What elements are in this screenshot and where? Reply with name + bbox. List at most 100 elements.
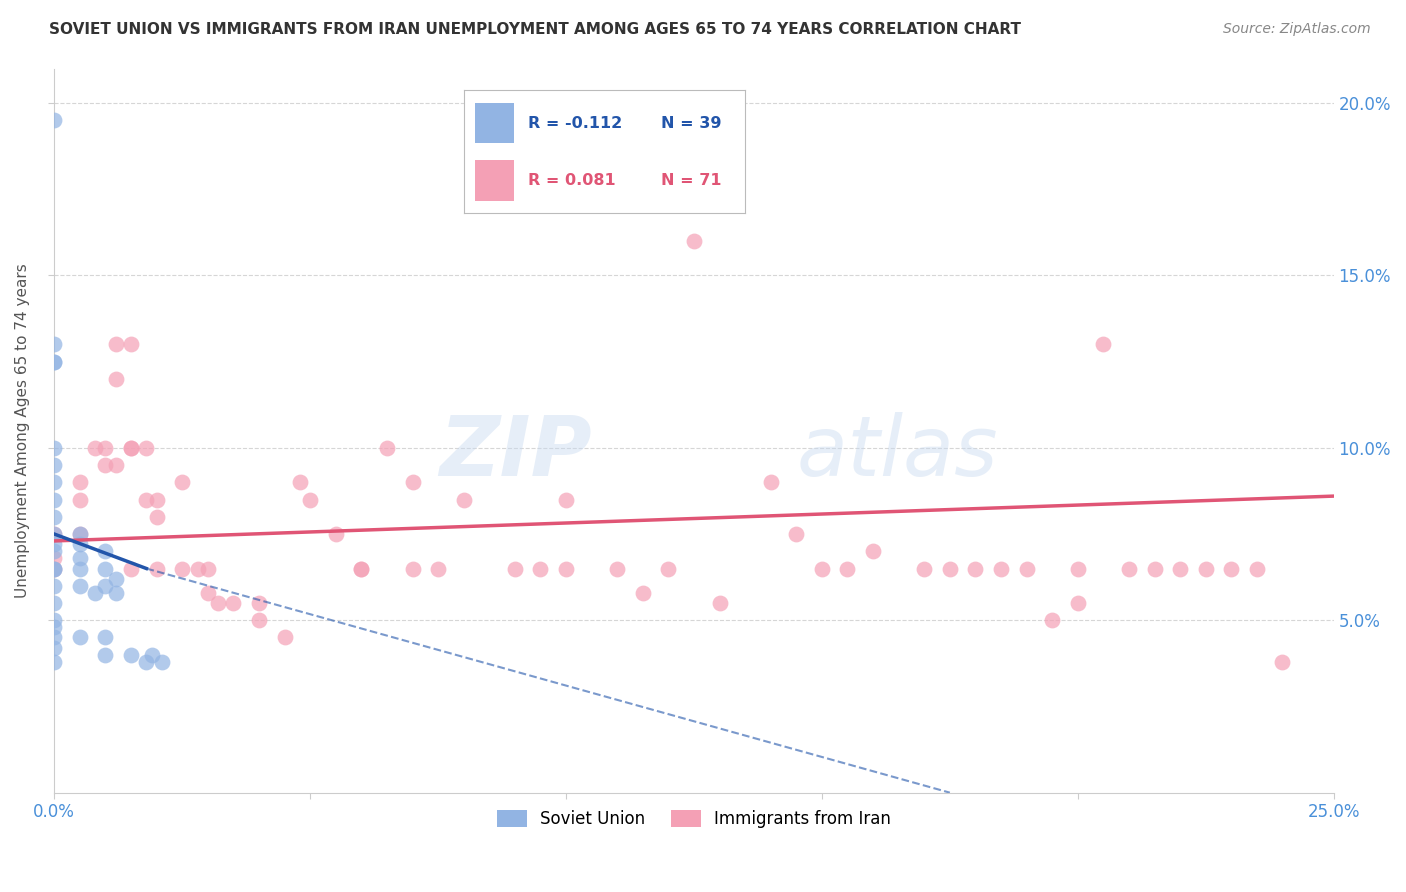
Point bbox=[69, 579, 91, 593]
Point bbox=[187, 561, 209, 575]
Point bbox=[120, 337, 142, 351]
Point bbox=[44, 113, 66, 128]
Point bbox=[222, 596, 245, 610]
Point bbox=[197, 585, 219, 599]
Point bbox=[44, 561, 66, 575]
Point bbox=[172, 475, 194, 490]
Point bbox=[150, 655, 173, 669]
Point bbox=[44, 354, 66, 368]
Point bbox=[44, 492, 66, 507]
Point bbox=[44, 337, 66, 351]
Point bbox=[939, 561, 962, 575]
Point bbox=[120, 441, 142, 455]
Point bbox=[94, 631, 117, 645]
Point bbox=[69, 537, 91, 551]
Point bbox=[350, 561, 373, 575]
Point bbox=[44, 579, 66, 593]
Point bbox=[401, 561, 423, 575]
Point bbox=[453, 492, 475, 507]
Point bbox=[837, 561, 859, 575]
Point bbox=[94, 561, 117, 575]
Point bbox=[44, 537, 66, 551]
Point bbox=[94, 458, 117, 472]
Point bbox=[1118, 561, 1140, 575]
Point bbox=[104, 572, 127, 586]
Text: SOVIET UNION VS IMMIGRANTS FROM IRAN UNEMPLOYMENT AMONG AGES 65 TO 74 YEARS CORR: SOVIET UNION VS IMMIGRANTS FROM IRAN UNE… bbox=[49, 22, 1021, 37]
Point bbox=[104, 337, 127, 351]
Point bbox=[145, 509, 167, 524]
Point bbox=[785, 527, 807, 541]
Point bbox=[44, 354, 66, 368]
Point bbox=[44, 640, 66, 655]
Point bbox=[135, 655, 157, 669]
Point bbox=[657, 561, 679, 575]
Point bbox=[1067, 561, 1090, 575]
Point bbox=[273, 631, 295, 645]
Point bbox=[247, 596, 270, 610]
Point bbox=[683, 234, 706, 248]
Point bbox=[1271, 655, 1294, 669]
Point bbox=[1067, 596, 1090, 610]
Point bbox=[120, 441, 142, 455]
Point bbox=[94, 579, 117, 593]
Point bbox=[104, 372, 127, 386]
Point bbox=[44, 441, 66, 455]
Y-axis label: Unemployment Among Ages 65 to 74 years: Unemployment Among Ages 65 to 74 years bbox=[15, 263, 30, 598]
Point bbox=[135, 492, 157, 507]
Point bbox=[401, 475, 423, 490]
Point bbox=[104, 585, 127, 599]
Point bbox=[94, 544, 117, 558]
Point bbox=[120, 561, 142, 575]
Point bbox=[555, 561, 578, 575]
Point bbox=[1246, 561, 1268, 575]
Point bbox=[247, 613, 270, 627]
Point bbox=[427, 561, 450, 575]
Point bbox=[141, 648, 163, 662]
Text: ZIP: ZIP bbox=[439, 412, 592, 492]
Point bbox=[44, 655, 66, 669]
Point bbox=[44, 509, 66, 524]
Point bbox=[288, 475, 311, 490]
Point bbox=[44, 527, 66, 541]
Point bbox=[44, 551, 66, 566]
Point bbox=[84, 585, 107, 599]
Point bbox=[862, 544, 884, 558]
Point bbox=[84, 441, 107, 455]
Point bbox=[44, 561, 66, 575]
Point bbox=[1195, 561, 1218, 575]
Point bbox=[69, 551, 91, 566]
Point bbox=[104, 458, 127, 472]
Point bbox=[1040, 613, 1063, 627]
Point bbox=[44, 458, 66, 472]
Point bbox=[811, 561, 834, 575]
Point bbox=[44, 596, 66, 610]
Point bbox=[94, 648, 117, 662]
Point bbox=[375, 441, 398, 455]
Point bbox=[1143, 561, 1166, 575]
Point bbox=[44, 475, 66, 490]
Point bbox=[529, 561, 551, 575]
Point bbox=[912, 561, 935, 575]
Point bbox=[503, 561, 526, 575]
Point bbox=[94, 441, 117, 455]
Point bbox=[69, 561, 91, 575]
Point bbox=[965, 561, 987, 575]
Point bbox=[69, 475, 91, 490]
Point bbox=[172, 561, 194, 575]
Point bbox=[990, 561, 1012, 575]
Text: atlas: atlas bbox=[796, 412, 998, 492]
Point bbox=[207, 596, 229, 610]
Point bbox=[145, 492, 167, 507]
Point bbox=[44, 631, 66, 645]
Point bbox=[1168, 561, 1191, 575]
Point bbox=[69, 631, 91, 645]
Point bbox=[69, 527, 91, 541]
Point bbox=[69, 492, 91, 507]
Point bbox=[44, 613, 66, 627]
Point bbox=[44, 544, 66, 558]
Text: Source: ZipAtlas.com: Source: ZipAtlas.com bbox=[1223, 22, 1371, 37]
Point bbox=[120, 648, 142, 662]
Point bbox=[1015, 561, 1038, 575]
Point bbox=[1220, 561, 1243, 575]
Point bbox=[759, 475, 782, 490]
